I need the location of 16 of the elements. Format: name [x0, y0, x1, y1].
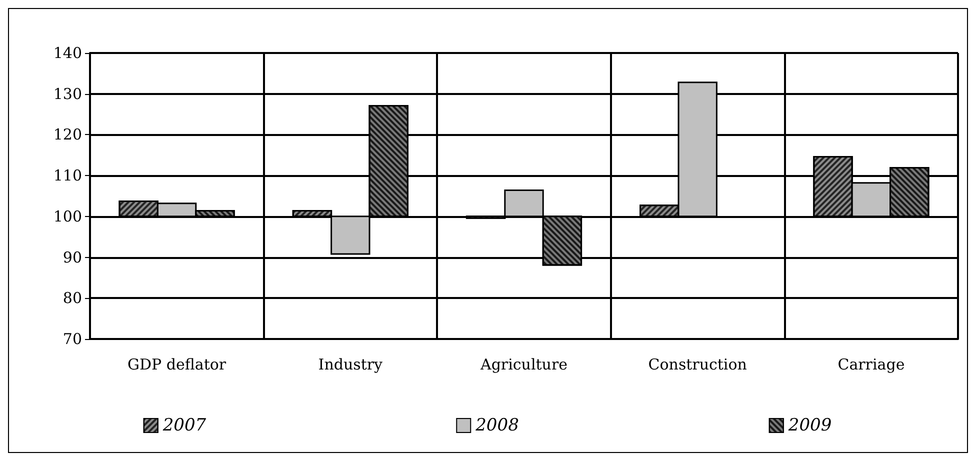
legend-label: 2008	[474, 416, 520, 436]
y-tick-label: 130	[53, 84, 82, 103]
x-tick-label: Industry	[318, 356, 384, 374]
y-tick-label: 140	[53, 44, 82, 62]
y-tick-label: 70	[62, 330, 82, 348]
y-tick-label: 110	[53, 166, 82, 185]
legend-label: 2007	[162, 416, 206, 436]
y-tick-label: 100	[53, 207, 82, 226]
x-tick-label: Carriage	[838, 356, 905, 374]
legend-label: 2009	[787, 416, 832, 436]
x-tick-label: GDP deflator	[128, 356, 227, 374]
y-tick-label: 120	[53, 126, 82, 144]
y-tick-label: 90	[62, 248, 82, 266]
x-tick-label: Agriculture	[480, 356, 568, 374]
x-tick-label: Construction	[648, 356, 748, 374]
y-tick-label: 80	[62, 289, 82, 308]
